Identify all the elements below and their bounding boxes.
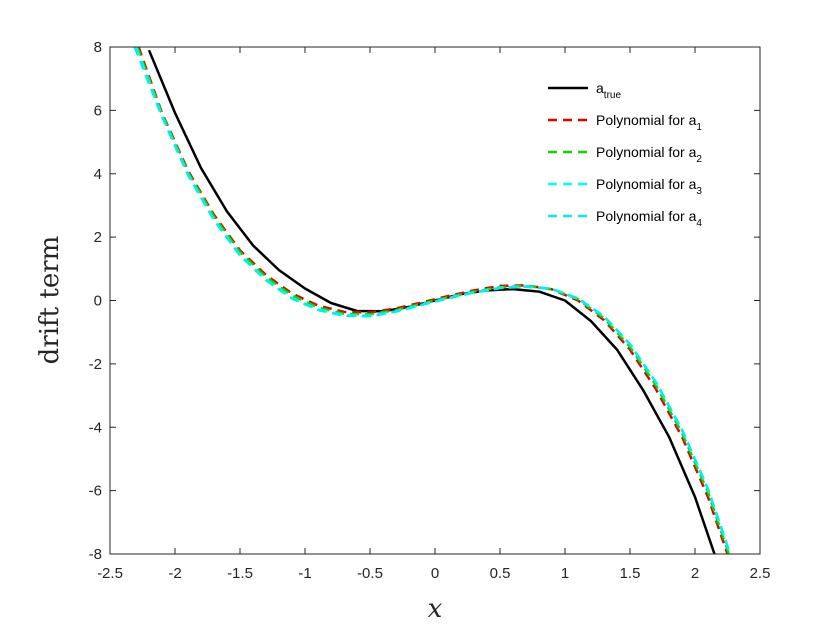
legend: atrue Polynomial for a1 Polynomial for a2 P… — [548, 80, 702, 229]
series-layer — [133, 47, 732, 554]
x-axis-label: x — [428, 594, 443, 624]
tick-labels: -2.5 -2 -1.5 -1 -0.5 0 0.5 1 1.5 2 2.5 -8 -6 -4 -2 0 2 4 6… — [89, 39, 771, 582]
y-axis-label: drift term — [35, 236, 65, 365]
x-tick-label: -2.5 — [97, 565, 123, 582]
x-tick-label: 2 — [691, 565, 699, 582]
x-tick-label: 0.5 — [490, 565, 511, 582]
y-tick-label: -6 — [89, 483, 102, 500]
x-tick-label: 1 — [561, 565, 569, 582]
y-tick-label: 6 — [94, 102, 102, 119]
x-tick-label: 1.5 — [620, 565, 641, 582]
x-tick-label: -0.5 — [357, 565, 383, 582]
x-tick-label: 2.5 — [750, 565, 771, 582]
legend-label-5: Polynomial for a4 — [596, 208, 702, 229]
legend-label-1: atrue — [596, 80, 621, 101]
y-tick-label: 0 — [94, 293, 102, 310]
y-tick-label: 2 — [94, 229, 102, 246]
x-tick-label: -2 — [168, 565, 181, 582]
legend-label-2: Polynomial for a1 — [596, 112, 702, 133]
y-tick-label: 8 — [94, 39, 102, 56]
axes-layer — [109, 46, 761, 555]
legend-label-4: Polynomial for a3 — [596, 176, 702, 197]
x-tick-label: -1 — [298, 565, 311, 582]
x-tick-label: 0 — [431, 565, 439, 582]
y-tick-label: 4 — [94, 166, 102, 183]
legend-label-3: Polynomial for a2 — [596, 144, 702, 165]
y-tick-label: -4 — [89, 419, 102, 436]
y-tick-label: -2 — [89, 356, 102, 373]
x-tick-label: -1.5 — [227, 565, 253, 582]
series-line-5 — [133, 47, 732, 554]
y-tick-label: -8 — [89, 546, 102, 563]
